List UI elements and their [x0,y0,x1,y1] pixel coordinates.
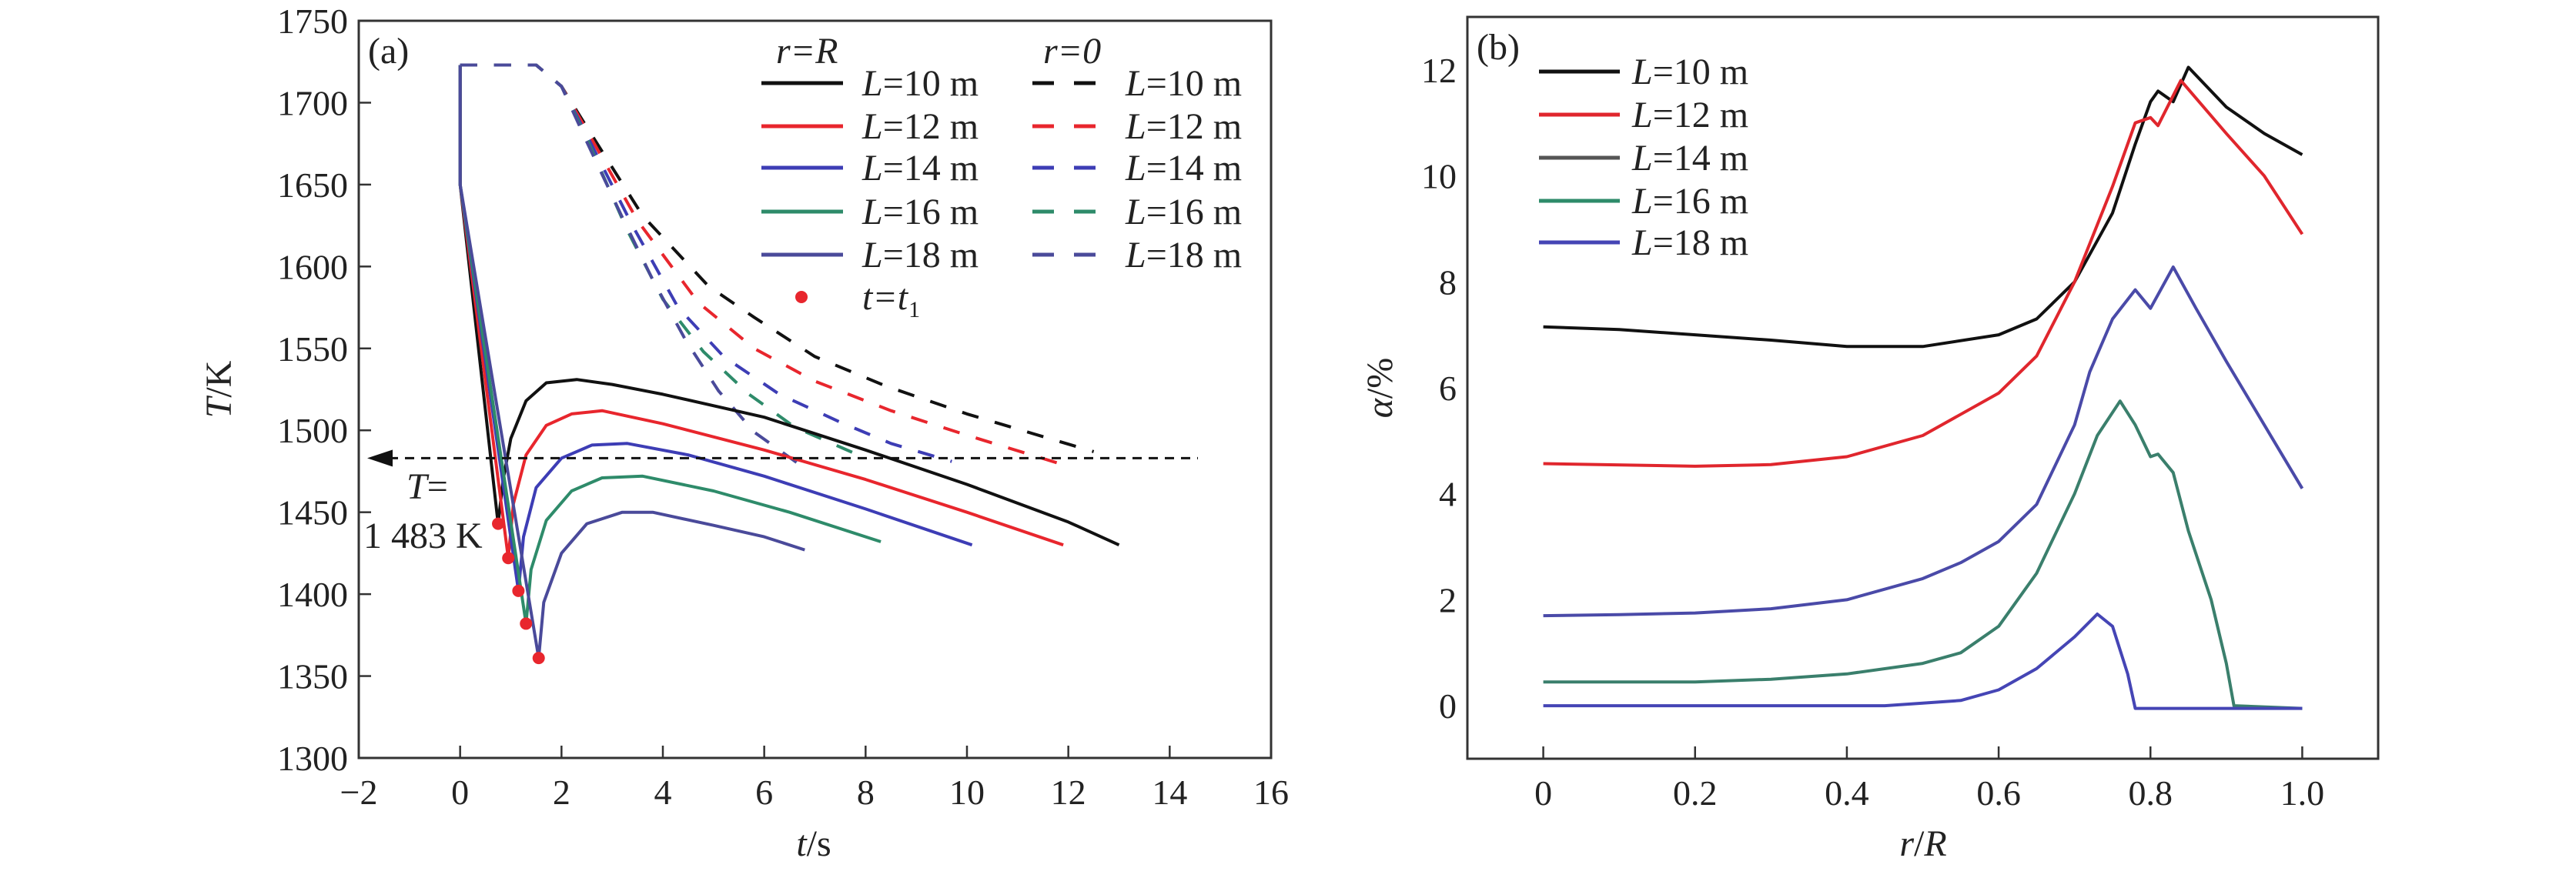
y-tick-label: 2 [1439,580,1457,619]
reference-label: T= [406,466,448,507]
legend-label: L=12 m [1125,106,1242,147]
y-tick-label: 1750 [277,2,348,41]
chart-a: −2 0 2 4 6 8 10 12 14 16 1300 1350 1400 1450 1500 1550 1… [199,2,1289,864]
x-tick-label: 1.0 [2280,773,2325,813]
y-tick-label: 12 [1421,51,1457,90]
legend-label: L=10 m [861,63,979,104]
x-tick-label: 6 [755,773,773,812]
series-line-10m [1543,65,2303,349]
panel-label: (b) [1477,27,1520,68]
y-tick-label: 1350 [277,657,348,696]
t1-marker [520,617,533,630]
y-tick-label: 10 [1421,157,1457,196]
x-tick-label: 0.2 [1673,773,1718,813]
legend-label: L=10 m [1125,63,1242,104]
series-line-solid-16m [458,65,882,626]
x-tick-label: 2 [553,773,570,812]
y-tick-label: 1650 [277,165,348,205]
series-line-solid-18m [458,65,805,660]
legend-label: L=16 m [1125,192,1242,232]
arrow-left-icon [367,449,393,467]
x-tick-label: −2 [340,773,378,812]
y-axis-label: T/K [199,360,239,418]
t1-marker [532,652,545,665]
legend-header-solid: r=R [776,31,838,72]
legend-label: L=14 m [1631,138,1748,179]
y-tick-label: 1400 [277,575,348,614]
x-tick-label: 16 [1253,773,1289,812]
x-axis-label: t/s [796,823,831,864]
t1-marker [502,552,515,565]
x-axis-label: r/R [1899,823,1946,864]
x-tick-label: 0.4 [1825,773,1869,813]
legend-label: L=16 m [1631,181,1748,222]
y-tick-label: 4 [1439,475,1457,514]
y-tick-label: 1550 [277,329,348,369]
legend-header-dashed: r=0 [1043,31,1101,72]
y-tick-label: 6 [1439,369,1457,408]
x-tick-label: 8 [857,773,875,812]
y-tick-label: 1450 [277,493,348,532]
reference-value: 1 483 K [363,516,483,556]
y-tick-label: 1300 [277,739,348,778]
x-tick-label: 0 [451,773,469,812]
legend-label: L=16 m [861,192,979,232]
legend-label: L=18 m [1631,222,1748,263]
x-tick-label: 0.6 [1976,773,2021,813]
t1-marker [512,584,525,597]
plot-area [1543,65,2304,710]
legend-label: L=18 m [861,235,979,275]
panel-label: (a) [368,31,409,72]
x-tick-label: 0.8 [2129,773,2173,813]
legend-label: L=12 m [861,106,979,147]
y-axis-label: α/% [1360,358,1400,419]
legend: L=10 mL=12 mL=14 mL=16 mL=18 m [1539,52,1748,263]
plot-frame [1466,15,2380,760]
legend-label: L=18 m [1125,235,1242,275]
series-line-14m [1543,265,2304,618]
series-line-dashed-14m [460,63,952,463]
series-line-16m [1543,399,2303,710]
x-tick-label: 14 [1152,773,1187,812]
series-line-dashed-16m [460,63,867,460]
x-tick-label: 12 [1051,773,1086,812]
series-line-solid-10m [458,65,1120,547]
y-tick-label: 8 [1439,262,1457,302]
x-tick-label: 0 [1534,773,1552,813]
plot-area [458,63,1120,665]
y-tick-label: 1600 [277,247,348,286]
series-line-solid-14m [458,65,973,593]
legend-label: L=10 m [1631,52,1748,92]
series-line-dashed-18m [460,63,801,466]
legend-label: L=14 m [861,148,979,189]
x-tick-label: 10 [949,773,985,812]
legend-marker-label: t=t [862,277,909,318]
y-tick-label: 1500 [277,411,348,450]
series-line-12m [1543,78,2304,468]
series-line-18m [1543,613,2303,710]
chart-b: 0 0.2 0.4 0.6 0.8 1.0 0 2 4 6 8 10 12 (b) r/R α/% L=10 m… [1360,15,2380,864]
y-tick-label: 0 [1439,686,1457,726]
legend-label: L=12 m [1631,95,1748,135]
legend: r=R r=0L=10 mL=12 mL=14 mL=16 mL=18 mL=10… [761,31,1242,322]
legend-marker-subscript: 1 [908,297,920,322]
y-tick-label: 1700 [277,83,348,122]
legend-label: L=14 m [1125,148,1242,189]
plot-frame [357,19,1273,759]
series-line-dashed-12m [460,63,1064,466]
legend-marker [795,291,808,303]
x-tick-label: 4 [654,773,672,812]
t1-marker [492,517,505,530]
